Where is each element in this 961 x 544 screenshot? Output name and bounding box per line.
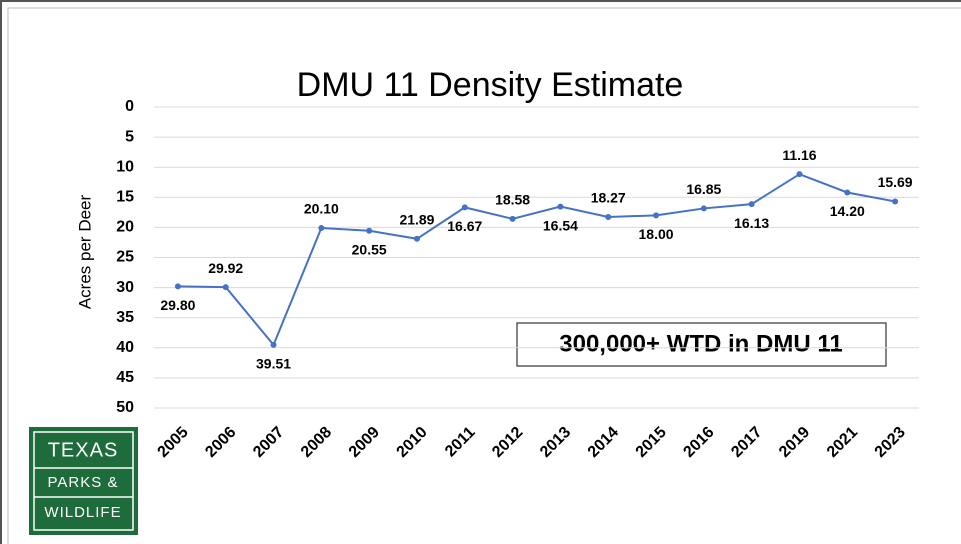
y-tick-label: 15: [116, 189, 134, 206]
data-point: [653, 212, 660, 219]
data-label: 18.27: [591, 190, 626, 206]
data-point: [700, 205, 707, 212]
logo-text: WILDLIFE: [44, 504, 121, 521]
y-tick-label: 40: [116, 339, 134, 356]
data-label: 15.69: [878, 174, 913, 190]
data-label: 39.51: [256, 356, 291, 372]
data-label: 29.80: [160, 297, 195, 313]
data-point: [366, 227, 373, 234]
y-tick-label: 20: [116, 219, 134, 236]
data-point: [557, 203, 564, 210]
data-point: [605, 213, 612, 220]
data-label: 16.85: [686, 181, 721, 197]
data-label: 20.10: [304, 201, 339, 217]
data-point: [796, 171, 803, 178]
annotation: 300,000+ WTD in DMU 11: [559, 330, 842, 357]
logo-text: PARKS &: [48, 474, 119, 491]
y-tick-label: 45: [116, 369, 134, 386]
data-point: [174, 283, 181, 290]
logo-text: TEXAS: [48, 439, 119, 461]
frame-inner: [7, 7, 961, 544]
y-axis-title: Acres per Deer: [75, 195, 94, 310]
data-label: 16.67: [447, 218, 482, 234]
y-tick-label: 25: [116, 249, 134, 266]
data-point: [892, 198, 899, 205]
y-tick-label: 0: [125, 98, 134, 115]
data-label: 20.55: [352, 241, 387, 257]
annotation-box: [516, 322, 887, 367]
data-point: [413, 235, 420, 242]
data-label: 16.13: [734, 215, 769, 231]
y-tick-label: 50: [116, 399, 134, 416]
data-point: [461, 204, 468, 211]
data-point: [270, 341, 277, 348]
data-point: [509, 215, 516, 222]
data-label: 11.16: [782, 147, 816, 163]
series-line: [177, 173, 896, 347]
logo-border: [33, 431, 134, 531]
logo: [29, 427, 138, 535]
data-label: 21.89: [399, 211, 434, 227]
data-point: [222, 284, 229, 291]
data-point: [748, 201, 755, 208]
data-label: 29.92: [208, 260, 243, 276]
y-tick-label: 10: [116, 158, 134, 175]
data-point: [318, 225, 325, 232]
data-label: 14.20: [830, 203, 865, 219]
y-tick-label: 5: [125, 128, 134, 145]
data-label: 16.54: [543, 217, 578, 233]
y-tick-label: 30: [116, 279, 134, 296]
data-point: [844, 189, 851, 196]
data-label: 18.00: [639, 226, 674, 242]
chart-title: DMU 11 Density Estimate: [297, 66, 684, 104]
y-tick-label: 35: [116, 309, 134, 326]
data-label: 18.58: [495, 192, 530, 208]
